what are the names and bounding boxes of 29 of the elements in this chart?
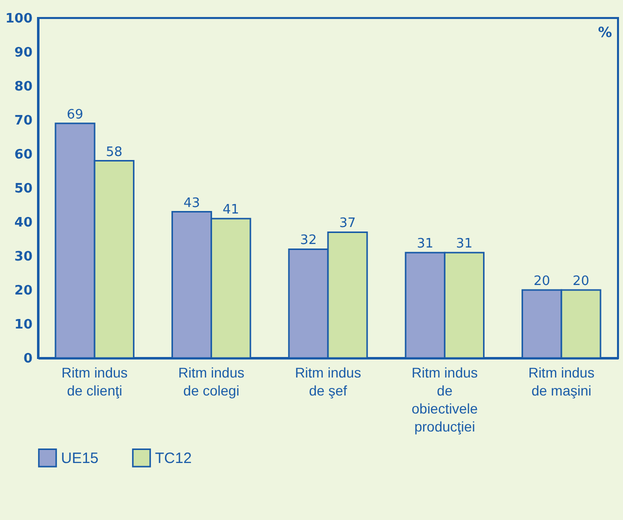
data-label: 31 — [456, 236, 473, 252]
y-tick-label: 40 — [14, 216, 32, 230]
data-label: 58 — [106, 144, 122, 160]
legend-label: TC12 — [155, 450, 192, 467]
x-tick-label: Ritm indus de obiectivele producţiei — [412, 364, 478, 434]
y-tick-label: 0 — [23, 352, 32, 366]
legend-label: UE15 — [61, 450, 99, 467]
data-label: 31 — [416, 236, 434, 252]
y-tick-label: 60 — [14, 148, 32, 162]
data-label: 43 — [183, 196, 200, 211]
x-tick-label: Ritm indus de clienţi — [62, 364, 128, 398]
y-tick-label: 80 — [14, 80, 32, 94]
y-tick-label: 100 — [5, 12, 32, 26]
data-label: 32 — [300, 233, 317, 248]
data-label: 20 — [534, 274, 550, 289]
y-tick-label: 70 — [14, 114, 32, 128]
y-tick-label: 30 — [14, 250, 32, 264]
data-label: 37 — [339, 216, 356, 232]
y-tick-label: 20 — [14, 284, 32, 298]
y-tick-label: 10 — [14, 318, 32, 332]
data-label: 20 — [572, 274, 590, 289]
data-label: 41 — [222, 202, 240, 218]
x-tick-label: Ritm indus de maşini — [528, 364, 594, 398]
y-tick-label: 90 — [14, 46, 32, 60]
y-tick-label: 50 — [14, 182, 32, 196]
annotation: % — [598, 25, 612, 41]
data-label: 69 — [66, 107, 84, 122]
x-tick-label: Ritm indus de colegi — [178, 364, 244, 398]
x-tick-label: Ritm indus de şef — [294, 364, 362, 398]
